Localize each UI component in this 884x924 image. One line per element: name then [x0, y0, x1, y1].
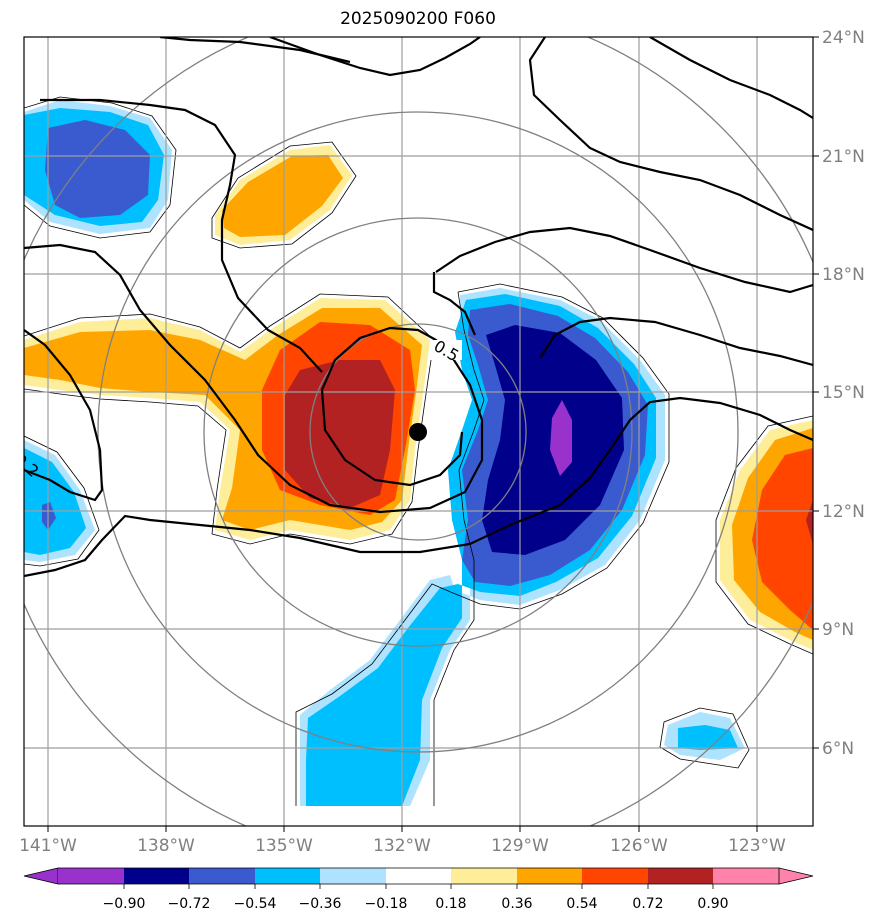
colorbar-tick-label: −0.18: [365, 896, 408, 912]
lat-label: 9°N: [822, 620, 854, 640]
colorbar-segment: [320, 868, 386, 884]
lat-label: 18°N: [822, 265, 865, 285]
lat-label: 6°N: [822, 739, 854, 759]
longitude-labels: 141°W 138°W 135°W 132°W 129°W 126°W 123°…: [19, 836, 786, 856]
colorbar-segment: [517, 868, 582, 884]
colorbar-tick-label: 0.90: [697, 896, 728, 912]
colorbar-segment: [386, 868, 451, 884]
colorbar-segment: [582, 868, 648, 884]
colorbar-tick-label: 0.36: [501, 896, 532, 912]
colorbar-tick-label: −0.90: [103, 896, 146, 912]
colorbar-segment: [189, 868, 255, 884]
colorbar-segment: [124, 868, 189, 884]
map-border: [23, 36, 814, 827]
lon-label: 135°W: [255, 836, 313, 856]
colorbar-extend-max: [778, 867, 814, 885]
lat-label: 24°N: [822, 28, 865, 48]
lat-label: 15°N: [822, 383, 865, 403]
colorbar-segment: [58, 868, 124, 884]
colorbar-tick-label: 0.18: [435, 896, 466, 912]
storm-center-marker: [409, 423, 427, 441]
colorbar-tick-label: −0.72: [168, 896, 211, 912]
graticule: [24, 37, 813, 826]
latitude-labels: 24°N 21°N 18°N 15°N 12°N 9°N 6°N: [822, 28, 865, 759]
colorbar-segment: [255, 868, 320, 884]
colorbar-extend-min: [23, 867, 59, 885]
colorbar-segment: [713, 868, 779, 884]
colorbar-tick-label: 0.72: [632, 896, 663, 912]
lon-label: 123°W: [728, 836, 786, 856]
colorbar: −0.90 −0.72 −0.54 −0.36 −0.18 0.18 0.36 …: [23, 867, 814, 912]
axis-ticks: [47, 36, 819, 832]
colorbar-segment: [451, 868, 517, 884]
colorbar-tick-label: 0.54: [566, 896, 597, 912]
lat-label: 21°N: [822, 147, 865, 167]
lon-label: 138°W: [137, 836, 195, 856]
anomaly-shading: [24, 100, 813, 806]
lon-label: 132°W: [373, 836, 431, 856]
lon-label: 129°W: [491, 836, 549, 856]
colorbar-segment: [648, 868, 713, 884]
lon-label: 141°W: [19, 836, 77, 856]
lon-label: 126°W: [610, 836, 668, 856]
range-rings: [24, 37, 813, 826]
colorbar-tick-label: −0.54: [234, 896, 277, 912]
map-title: 2025090200 F060: [340, 9, 496, 29]
colorbar-tick-label: −0.36: [299, 896, 342, 912]
contour-lines: [24, 37, 813, 578]
lat-label: 12°N: [822, 502, 865, 522]
